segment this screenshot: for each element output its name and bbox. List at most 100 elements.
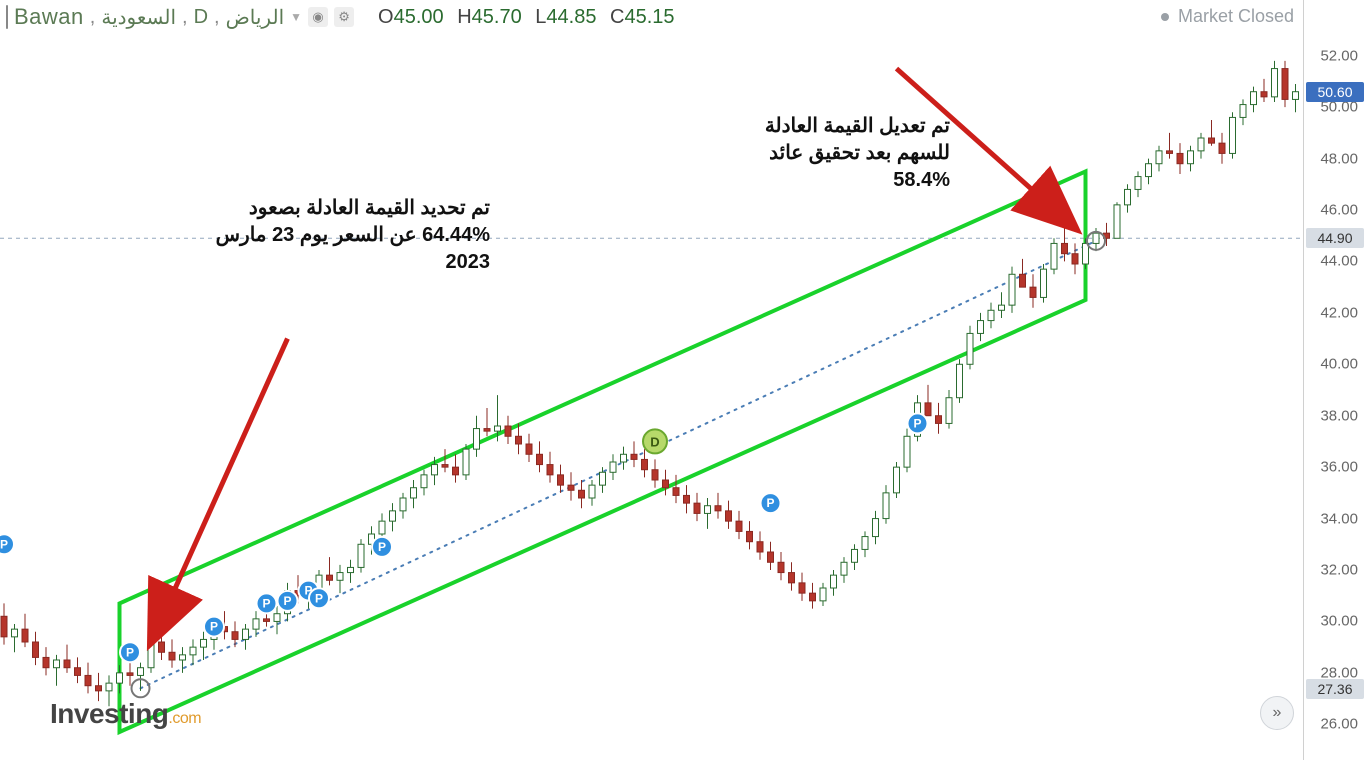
candle[interactable] <box>1177 153 1183 163</box>
candle[interactable] <box>432 465 438 475</box>
candle[interactable] <box>1282 69 1288 100</box>
candle[interactable] <box>232 632 238 640</box>
gear-icon[interactable]: ⚙ <box>334 7 354 27</box>
candle[interactable] <box>684 495 690 503</box>
candle[interactable] <box>810 593 816 601</box>
candle[interactable] <box>799 583 805 593</box>
candle[interactable] <box>904 436 910 467</box>
candle[interactable] <box>757 542 763 552</box>
candle[interactable] <box>1009 274 1015 305</box>
candle[interactable] <box>778 562 784 572</box>
candle[interactable] <box>264 619 270 622</box>
eye-icon[interactable]: ◉ <box>308 7 328 27</box>
candle[interactable] <box>138 668 144 676</box>
candle[interactable] <box>883 493 889 519</box>
candle[interactable] <box>1188 151 1194 164</box>
candle[interactable] <box>96 686 102 691</box>
candle[interactable] <box>1135 177 1141 190</box>
candle[interactable] <box>988 310 994 320</box>
candle[interactable] <box>705 506 711 514</box>
candle[interactable] <box>558 475 564 485</box>
candle[interactable] <box>1114 205 1120 238</box>
candle[interactable] <box>694 503 700 513</box>
candle[interactable] <box>1156 151 1162 164</box>
candle[interactable] <box>747 531 753 541</box>
candle[interactable] <box>474 429 480 450</box>
trend-line[interactable] <box>141 241 1097 688</box>
candle[interactable] <box>64 660 70 668</box>
candle[interactable] <box>1146 164 1152 177</box>
candle[interactable] <box>1251 92 1257 105</box>
candle[interactable] <box>106 683 112 691</box>
ticker-symbol[interactable]: Bawan <box>14 4 84 30</box>
candle[interactable] <box>967 333 973 364</box>
candle[interactable] <box>925 403 931 416</box>
candle[interactable] <box>1198 138 1204 151</box>
candle[interactable] <box>33 642 39 657</box>
candle[interactable] <box>1261 92 1267 97</box>
candle[interactable] <box>547 465 553 475</box>
y-axis[interactable]: 26.0028.0030.0032.0034.0036.0038.0040.00… <box>1303 0 1364 760</box>
candle[interactable] <box>1041 269 1047 297</box>
candle[interactable] <box>999 305 1005 310</box>
candle[interactable] <box>75 668 81 676</box>
candle[interactable] <box>1020 274 1026 287</box>
candle[interactable] <box>1062 243 1068 253</box>
candle[interactable] <box>348 567 354 572</box>
chevron-down-icon[interactable]: ▼ <box>290 10 302 24</box>
candle[interactable] <box>568 485 574 490</box>
candle[interactable] <box>337 573 343 581</box>
candle[interactable] <box>663 480 669 488</box>
candle[interactable] <box>589 485 595 498</box>
candle[interactable] <box>621 454 627 462</box>
interval[interactable]: D <box>194 6 208 29</box>
candle[interactable] <box>22 629 28 642</box>
candle[interactable] <box>442 465 448 468</box>
ann-left[interactable]: تم تحديد القيمة العادلة بصعود64.44% عن ا… <box>130 195 490 276</box>
candle[interactable] <box>852 549 858 562</box>
candle[interactable] <box>978 321 984 334</box>
candle[interactable] <box>159 642 165 652</box>
candle[interactable] <box>537 454 543 464</box>
candle[interactable] <box>1030 287 1036 297</box>
candle[interactable] <box>610 462 616 472</box>
candle[interactable] <box>1083 243 1089 264</box>
candle[interactable] <box>642 459 648 469</box>
candle[interactable] <box>789 573 795 583</box>
candle[interactable] <box>358 544 364 567</box>
candle[interactable] <box>726 511 732 521</box>
candle[interactable] <box>1240 105 1246 118</box>
candle[interactable] <box>117 673 123 683</box>
candle[interactable] <box>736 521 742 531</box>
candle[interactable] <box>201 639 207 647</box>
candle[interactable] <box>12 629 18 637</box>
candle[interactable] <box>180 655 186 660</box>
candle[interactable] <box>1209 138 1215 143</box>
candle[interactable] <box>1272 69 1278 97</box>
candle[interactable] <box>390 511 396 521</box>
candle[interactable] <box>411 488 417 498</box>
candle[interactable] <box>1230 117 1236 153</box>
candle[interactable] <box>936 416 942 424</box>
scroll-to-end-button[interactable]: » <box>1260 696 1294 730</box>
candle[interactable] <box>379 521 385 534</box>
candle[interactable] <box>1072 254 1078 264</box>
candle[interactable] <box>946 398 952 424</box>
candle[interactable] <box>1051 243 1057 269</box>
ann-right[interactable]: تم تعديل القيمة العادلةللسهم بعد تحقيق ع… <box>660 113 950 194</box>
candle[interactable] <box>127 673 133 676</box>
candle[interactable] <box>862 537 868 550</box>
candle[interactable] <box>400 498 406 511</box>
candle[interactable] <box>253 619 259 629</box>
candle[interactable] <box>894 467 900 493</box>
candle[interactable] <box>43 657 49 667</box>
candle[interactable] <box>600 472 606 485</box>
candle[interactable] <box>1 616 7 637</box>
candle[interactable] <box>820 588 826 601</box>
candle[interactable] <box>505 426 511 436</box>
candle[interactable] <box>169 652 175 660</box>
candle[interactable] <box>274 614 280 622</box>
candle[interactable] <box>957 364 963 397</box>
candle[interactable] <box>516 436 522 444</box>
candle[interactable] <box>768 552 774 562</box>
